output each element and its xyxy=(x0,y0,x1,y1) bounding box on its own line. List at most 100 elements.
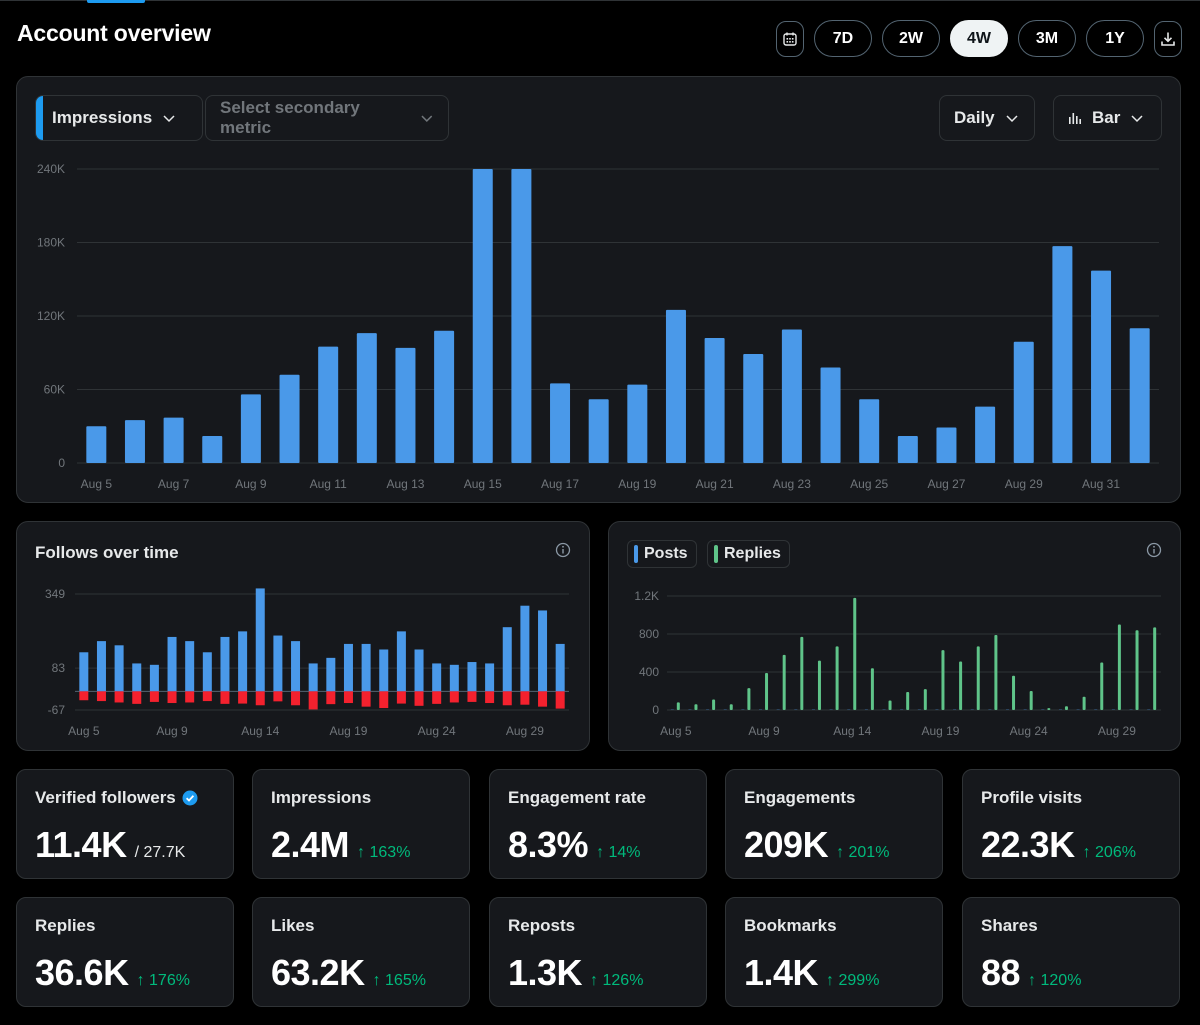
info-icon[interactable] xyxy=(1146,542,1162,558)
download-button[interactable] xyxy=(1154,20,1182,57)
metric-card[interactable]: Shares 88 ↑ 120% xyxy=(962,897,1180,1007)
replies-bar xyxy=(1153,627,1157,710)
range-1y-button[interactable]: 1Y xyxy=(1086,20,1144,57)
metric-card[interactable]: Reposts 1.3K ↑ 126% xyxy=(489,897,707,1007)
metric-card[interactable]: Likes 63.2K ↑ 165% xyxy=(252,897,470,1007)
metric-value-row: 63.2K ↑ 165% xyxy=(271,952,426,994)
replies-bar xyxy=(888,700,892,710)
replies-bar xyxy=(1029,691,1033,710)
y-tick-label: 240K xyxy=(37,162,65,176)
top-divider xyxy=(0,0,1200,1)
follows-bar xyxy=(449,664,459,692)
replies-bar xyxy=(712,699,716,710)
posts-replies-card: Posts Replies 1.2K 800 400 0 Aug 5 Aug 9 Aug 1… xyxy=(608,521,1181,751)
follows-bar xyxy=(502,627,512,692)
follows-bar xyxy=(396,631,406,692)
metric-label-text: Bookmarks xyxy=(744,916,837,935)
x-tick-label: Aug 19 xyxy=(329,724,367,738)
metric-label-text: Reposts xyxy=(508,916,576,935)
metric-label-text: Likes xyxy=(271,916,315,935)
impressions-bar xyxy=(897,436,918,463)
impressions-bar xyxy=(472,169,493,463)
range-2w-button[interactable]: 2W xyxy=(882,20,940,57)
follows-bar xyxy=(343,643,353,692)
secondary-metric-select[interactable]: Select secondary metric xyxy=(205,95,449,141)
metric-label: Engagement rate xyxy=(508,788,646,808)
replies-bar xyxy=(765,672,769,710)
impressions-bar xyxy=(511,169,532,463)
legend-posts-swatch xyxy=(634,545,638,563)
follows-bar xyxy=(167,636,177,692)
impressions-bar xyxy=(1091,270,1112,463)
metric-value: 1.3K xyxy=(508,952,583,993)
y-tick-label: 1.2K xyxy=(634,589,659,603)
unfollows-bar xyxy=(555,691,565,709)
granularity-select[interactable]: Daily xyxy=(939,95,1035,141)
metric-card[interactable]: Bookmarks 1.4K ↑ 299% xyxy=(725,897,943,1007)
metric-card[interactable]: Engagement rate 8.3% ↑ 14% xyxy=(489,769,707,879)
x-tick-label: Aug 9 xyxy=(156,724,188,738)
metric-card[interactable]: Engagements 209K ↑ 201% xyxy=(725,769,943,879)
replies-bar xyxy=(906,691,910,710)
unfollows-bar xyxy=(361,691,371,707)
metric-value-row: 11.4K / 27.7K xyxy=(35,824,185,866)
metric-label-text: Shares xyxy=(981,916,1038,935)
impressions-bar xyxy=(936,427,957,463)
x-tick-label: Aug 29 xyxy=(506,724,544,738)
follows-title: Follows over time xyxy=(35,543,179,562)
follows-bar xyxy=(379,649,389,692)
range-4w-button[interactable]: 4W xyxy=(950,20,1008,57)
x-tick-label: Aug 13 xyxy=(386,477,424,491)
impressions-bar xyxy=(820,367,841,463)
chevron-down-icon xyxy=(421,115,433,122)
range-3m-button[interactable]: 3M xyxy=(1018,20,1076,57)
metric-card[interactable]: Impressions 2.4M ↑ 163% xyxy=(252,769,470,879)
chevron-down-icon xyxy=(163,115,175,123)
unfollows-bar xyxy=(343,691,353,704)
range-7d-button[interactable]: 7D xyxy=(814,20,872,57)
metric-total: / 27.7K xyxy=(134,844,186,861)
metric-value-row: 2.4M ↑ 163% xyxy=(271,824,410,866)
unfollows-bar xyxy=(502,691,512,706)
x-tick-label: Aug 29 xyxy=(1005,477,1043,491)
calendar-icon xyxy=(783,32,797,46)
metric-card[interactable]: Verified followers 11.4K / 27.7K xyxy=(16,769,234,879)
calendar-button[interactable] xyxy=(776,20,804,57)
impressions-bar xyxy=(240,394,261,463)
granularity-label: Daily xyxy=(954,108,995,127)
metric-value: 63.2K xyxy=(271,952,365,993)
metric-label: Engagements xyxy=(744,788,855,808)
metric-card[interactable]: Replies 36.6K ↑ 176% xyxy=(16,897,234,1007)
follows-bar xyxy=(149,664,159,692)
follows-bar xyxy=(291,641,301,692)
follows-bar xyxy=(485,663,495,692)
x-tick-label: Aug 27 xyxy=(927,477,965,491)
x-tick-label: Aug 29 xyxy=(1098,724,1136,738)
replies-bar xyxy=(1100,662,1104,710)
follows-bar xyxy=(114,645,124,692)
primary-metric-select[interactable]: Impressions xyxy=(35,95,203,141)
follows-bar xyxy=(520,605,530,692)
legend-posts[interactable]: Posts xyxy=(627,540,697,568)
metric-label: Shares xyxy=(981,916,1038,936)
impressions-bar xyxy=(434,330,455,463)
x-tick-label: Aug 11 xyxy=(310,477,347,491)
active-tab-indicator xyxy=(87,0,145,3)
info-icon[interactable] xyxy=(555,542,571,558)
download-icon xyxy=(1161,32,1175,46)
chevron-down-icon xyxy=(1006,115,1018,123)
x-tick-label: Aug 24 xyxy=(418,724,456,738)
follows-bar xyxy=(79,652,89,692)
impressions-bar xyxy=(859,399,880,463)
metric-label-text: Engagements xyxy=(744,788,856,807)
chart-type-select[interactable]: Bar xyxy=(1053,95,1162,141)
replies-bar xyxy=(923,689,927,710)
metric-value: 36.6K xyxy=(35,952,129,993)
metric-label: Impressions xyxy=(271,788,371,808)
x-tick-label: Aug 5 xyxy=(81,477,113,491)
metric-value: 2.4M xyxy=(271,824,350,865)
follows-bar xyxy=(238,631,248,692)
metric-card[interactable]: Profile visits 22.3K ↑ 206% xyxy=(962,769,1180,879)
legend-replies[interactable]: Replies xyxy=(707,540,790,568)
